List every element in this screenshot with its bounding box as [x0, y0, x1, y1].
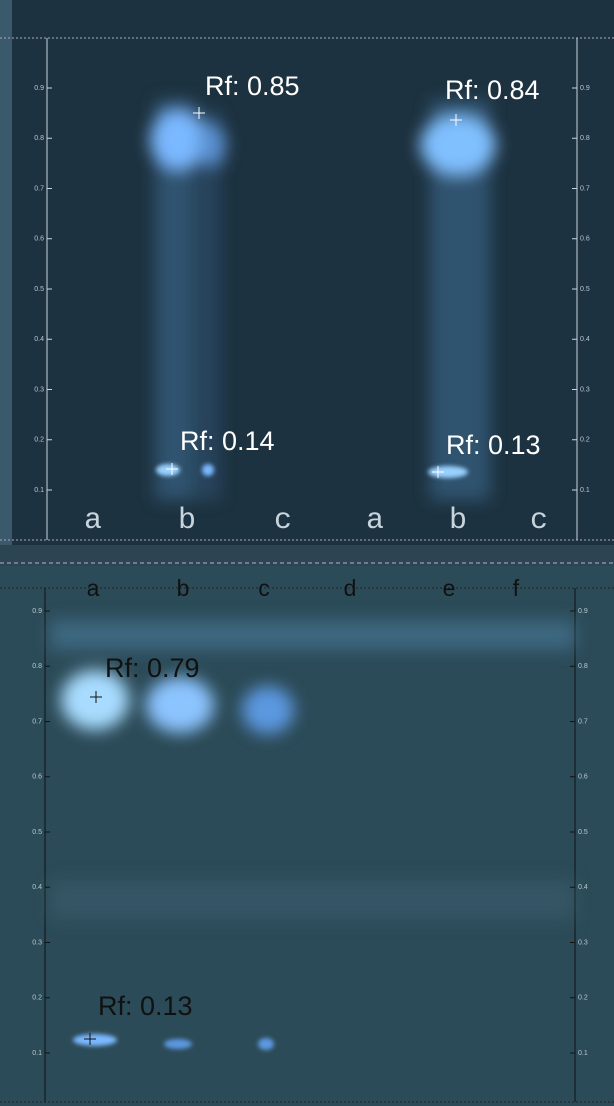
tick-label: 0.5 [580, 286, 590, 293]
lane-label: b [178, 504, 196, 538]
tick-label: 0.7 [34, 185, 44, 192]
rf-annotation: Rf: 0.13 [446, 430, 541, 460]
tick-label: 0.9 [34, 85, 44, 92]
tick-label: 0.2 [578, 995, 588, 1002]
tick-label: 0.6 [580, 236, 590, 243]
tick-label: 0.6 [578, 774, 588, 781]
tlc-plates: 0.1 0.1 0.2 0.2 0.3 0.3 0.4 0.4 0.5 0.5 0.6 0.6 0.7 0… [0, 0, 614, 1106]
tick-label: 0.4 [580, 336, 590, 343]
tick-label: 0.4 [32, 884, 42, 891]
tick-label: 0.3 [32, 939, 42, 946]
rf-annotation: Rf: 0.84 [445, 75, 540, 105]
tick-label: 0.2 [580, 437, 590, 444]
tick-label: 0.6 [32, 774, 42, 781]
tick-label: 0.7 [580, 185, 590, 192]
tick-label: 0.8 [580, 135, 590, 142]
lane-label: c [258, 575, 270, 601]
lane-label: a [366, 504, 384, 538]
plate-edge [0, 0, 12, 545]
tick-label: 0.3 [580, 386, 590, 393]
tick-label: 0.3 [34, 386, 44, 393]
tick-label: 0.4 [578, 884, 588, 891]
tick-label: 0.5 [34, 286, 44, 293]
tick-label: 0.5 [578, 829, 588, 836]
tick-label: 0.7 [32, 718, 42, 725]
tick-label: 0.1 [578, 1050, 588, 1057]
tick-label: 0.4 [34, 336, 44, 343]
rf-annotation: Rf: 0.14 [180, 426, 275, 456]
lane-label: a [84, 504, 102, 538]
lane-label: f [513, 575, 520, 601]
rf-annotation: Rf: 0.79 [105, 653, 200, 683]
tick-label: 0.5 [32, 829, 42, 836]
lane-label: e [443, 575, 456, 601]
lane-label: b [449, 504, 467, 538]
tick-label: 0.2 [34, 437, 44, 444]
lane-label: b [177, 575, 190, 601]
tick-label: 0.2 [32, 995, 42, 1002]
tick-label: 0.9 [32, 608, 42, 615]
tick-label: 0.8 [34, 135, 44, 142]
tick-label: 0.1 [32, 1050, 42, 1057]
tick-label: 0.8 [578, 663, 588, 670]
tick-label: 0.1 [580, 487, 590, 494]
lane-label: c [274, 504, 292, 538]
tick-label: 0.9 [580, 85, 590, 92]
rf-annotation: Rf: 0.13 [98, 991, 193, 1021]
tick-label: 0.1 [34, 487, 44, 494]
tick-label: 0.7 [578, 718, 588, 725]
tick-label: 0.6 [34, 236, 44, 243]
tick-label: 0.3 [578, 939, 588, 946]
tick-label: 0.8 [32, 663, 42, 670]
tick-label: 0.9 [578, 608, 588, 615]
lane-label: c [530, 504, 548, 538]
rf-annotation: Rf: 0.85 [205, 71, 300, 101]
lane-label: d [344, 575, 357, 601]
lane-label: a [87, 575, 100, 601]
